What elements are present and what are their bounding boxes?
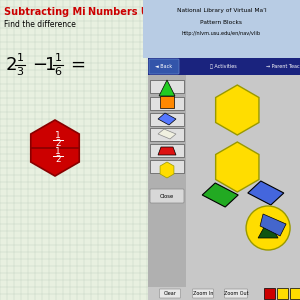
FancyBboxPatch shape: [149, 59, 179, 74]
Bar: [290, 288, 300, 299]
Bar: [148, 287, 300, 300]
Text: Numbers Using Pattern Blo: Numbers Using Pattern Blo: [88, 7, 237, 17]
FancyBboxPatch shape: [160, 289, 181, 298]
Text: 3: 3: [16, 67, 23, 77]
Bar: [150, 143, 184, 157]
Bar: [150, 80, 184, 92]
Text: Zoom In: Zoom In: [193, 291, 213, 296]
FancyBboxPatch shape: [193, 289, 214, 298]
Text: 2: 2: [55, 140, 61, 148]
Text: Find the difference: Find the difference: [4, 20, 76, 29]
FancyBboxPatch shape: [224, 289, 248, 298]
Polygon shape: [160, 162, 174, 178]
Bar: [277, 288, 288, 299]
Polygon shape: [202, 183, 238, 207]
Text: 🎮 Activities: 🎮 Activities: [210, 64, 236, 69]
Bar: [150, 128, 184, 140]
Text: 1: 1: [55, 148, 61, 157]
Polygon shape: [158, 113, 176, 125]
Bar: [150, 160, 184, 172]
Text: http://nlvm.usu.edu/en/nav/vlib: http://nlvm.usu.edu/en/nav/vlib: [182, 31, 261, 36]
Text: Zoom Out: Zoom Out: [224, 291, 248, 296]
Polygon shape: [31, 120, 79, 176]
Text: 1: 1: [55, 131, 61, 140]
Text: → Parent Teac: → Parent Teac: [266, 64, 300, 69]
Polygon shape: [158, 129, 176, 139]
Bar: [186, 75, 300, 287]
Polygon shape: [158, 147, 176, 155]
Bar: [148, 0, 300, 300]
Text: −: −: [32, 56, 47, 74]
Bar: [150, 97, 184, 110]
Text: Pattern Blocks: Pattern Blocks: [200, 20, 242, 25]
Polygon shape: [260, 214, 286, 236]
Bar: [148, 58, 300, 75]
Polygon shape: [216, 85, 259, 135]
Text: National Library of Virtual Ma’l: National Library of Virtual Ma’l: [177, 8, 266, 13]
Polygon shape: [216, 142, 259, 192]
Text: 1: 1: [16, 53, 23, 63]
Text: Close: Close: [160, 194, 174, 199]
Text: 2: 2: [6, 56, 17, 74]
Text: Clear: Clear: [164, 291, 176, 296]
Text: 1: 1: [45, 56, 56, 74]
Bar: [148, 75, 186, 287]
Bar: [150, 112, 184, 125]
Bar: [0, 0, 148, 300]
Text: 2: 2: [55, 155, 61, 164]
Text: ◄ Back: ◄ Back: [155, 64, 172, 69]
Bar: [264, 288, 275, 299]
Polygon shape: [159, 80, 175, 96]
Text: Subtracting Mi: Subtracting Mi: [4, 7, 86, 17]
Text: =: =: [70, 56, 85, 74]
Text: 1: 1: [55, 53, 62, 63]
Polygon shape: [248, 181, 284, 205]
Text: 6: 6: [55, 67, 62, 77]
Polygon shape: [258, 220, 278, 238]
Bar: [143, 0, 300, 58]
Circle shape: [246, 206, 290, 250]
Bar: [160, 96, 174, 108]
FancyBboxPatch shape: [150, 189, 184, 203]
